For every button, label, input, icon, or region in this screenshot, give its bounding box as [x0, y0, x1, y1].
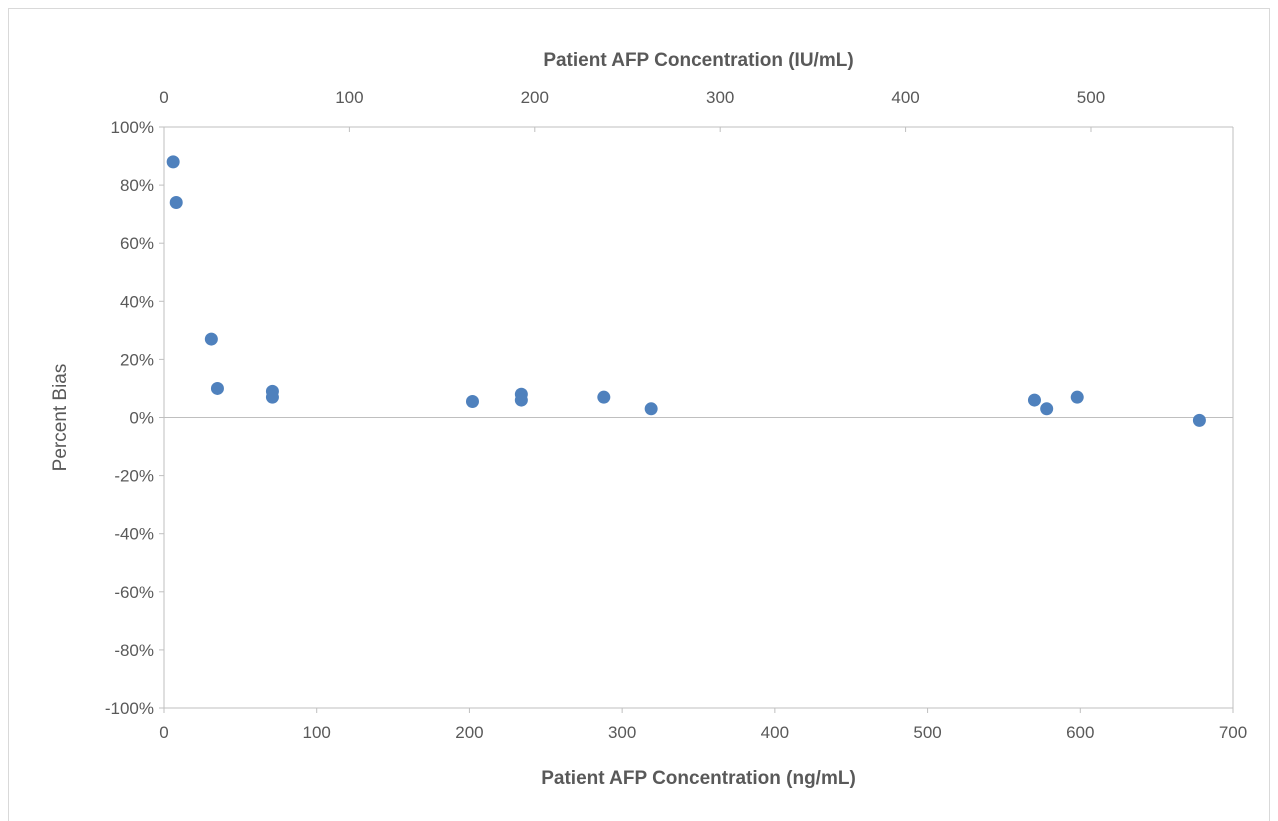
- y-tick-label: 100%: [111, 118, 154, 137]
- chart-frame: [8, 8, 1270, 821]
- y-tick-label: 60%: [120, 234, 154, 253]
- x-axis-title: Patient AFP Concentration (ng/mL): [541, 768, 856, 789]
- y-tick-label: -40%: [114, 525, 154, 544]
- x-tick-label: 300: [608, 723, 636, 742]
- data-point: [210, 381, 224, 395]
- x2-tick-label: 200: [521, 88, 549, 107]
- data-point: [597, 390, 611, 404]
- data-point: [204, 332, 218, 346]
- data-point: [1070, 390, 1084, 404]
- y-tick-label: -100%: [105, 699, 154, 718]
- data-point: [514, 393, 528, 407]
- data-point: [265, 390, 279, 404]
- x-tick-label: 200: [455, 723, 483, 742]
- x-tick-label: 700: [1219, 723, 1247, 742]
- x-tick-labels: 0 100 200 300 400 500 600 700: [159, 708, 1247, 742]
- data-point: [465, 395, 479, 409]
- y-tick-label: 80%: [120, 176, 154, 195]
- x2-tick-label: 500: [1077, 88, 1105, 107]
- data-point: [169, 196, 183, 210]
- x-tick-label: 0: [159, 723, 168, 742]
- data-point: [1040, 402, 1054, 416]
- x2-axis-title: Patient AFP Concentration (IU/mL): [543, 50, 853, 71]
- y-tick-labels: -100% -80% -60% -40% -20% 0% 20% 40% 60% 80% 100%: [105, 118, 164, 718]
- x2-tick-label: 0: [159, 88, 168, 107]
- y-tick-label: -20%: [114, 467, 154, 486]
- x2-tick-labels: 0 100 200 300 400 500: [159, 88, 1105, 132]
- x-tick-label: 400: [761, 723, 789, 742]
- x2-tick-label: 300: [706, 88, 734, 107]
- y-axis-title: Percent Bias: [50, 364, 71, 472]
- data-point: [166, 155, 180, 169]
- y-tick-label: 40%: [120, 292, 154, 311]
- x2-tick-label: 400: [891, 88, 919, 107]
- x-tick-label: 500: [913, 723, 941, 742]
- x2-tick-label: 100: [335, 88, 363, 107]
- y-tick-label: -60%: [114, 583, 154, 602]
- x-tick-label: 100: [303, 723, 331, 742]
- y-tick-label: 0%: [129, 409, 154, 428]
- y-tick-label: -80%: [114, 641, 154, 660]
- data-point: [644, 402, 658, 416]
- data-point: [1027, 393, 1041, 407]
- data-point: [1192, 413, 1206, 427]
- data-points: [166, 155, 1206, 427]
- y-tick-label: 20%: [120, 350, 154, 369]
- x-tick-label: 600: [1066, 723, 1094, 742]
